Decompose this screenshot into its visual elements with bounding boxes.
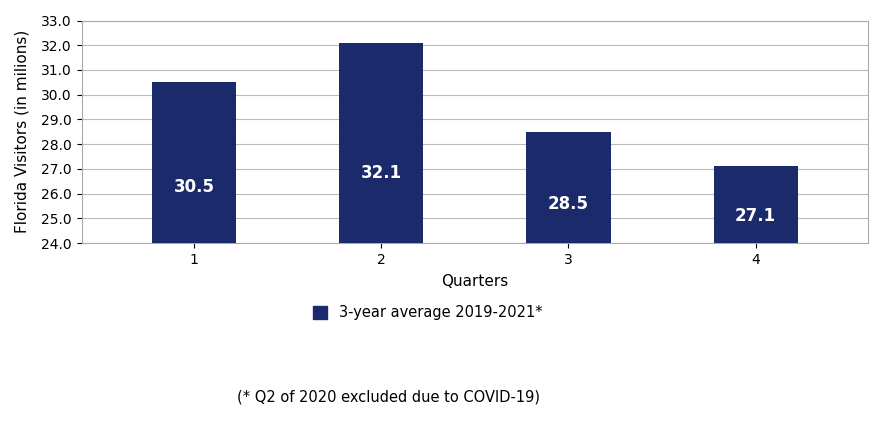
Bar — [339, 43, 423, 429]
Y-axis label: Florida Visitors (in milions): Florida Visitors (in milions) — [15, 30, 30, 233]
Text: 27.1: 27.1 — [735, 207, 776, 225]
Text: 28.5: 28.5 — [548, 195, 589, 213]
Text: 30.5: 30.5 — [173, 178, 215, 196]
Bar — [713, 166, 797, 429]
X-axis label: Quarters: Quarters — [442, 274, 509, 289]
Text: (* Q2 of 2020 excluded due to COVID-19): (* Q2 of 2020 excluded due to COVID-19) — [237, 390, 540, 404]
Text: 32.1: 32.1 — [360, 164, 402, 182]
Bar — [526, 132, 610, 429]
Bar — [152, 82, 236, 429]
Legend: 3-year average 2019-2021*: 3-year average 2019-2021* — [306, 299, 548, 326]
